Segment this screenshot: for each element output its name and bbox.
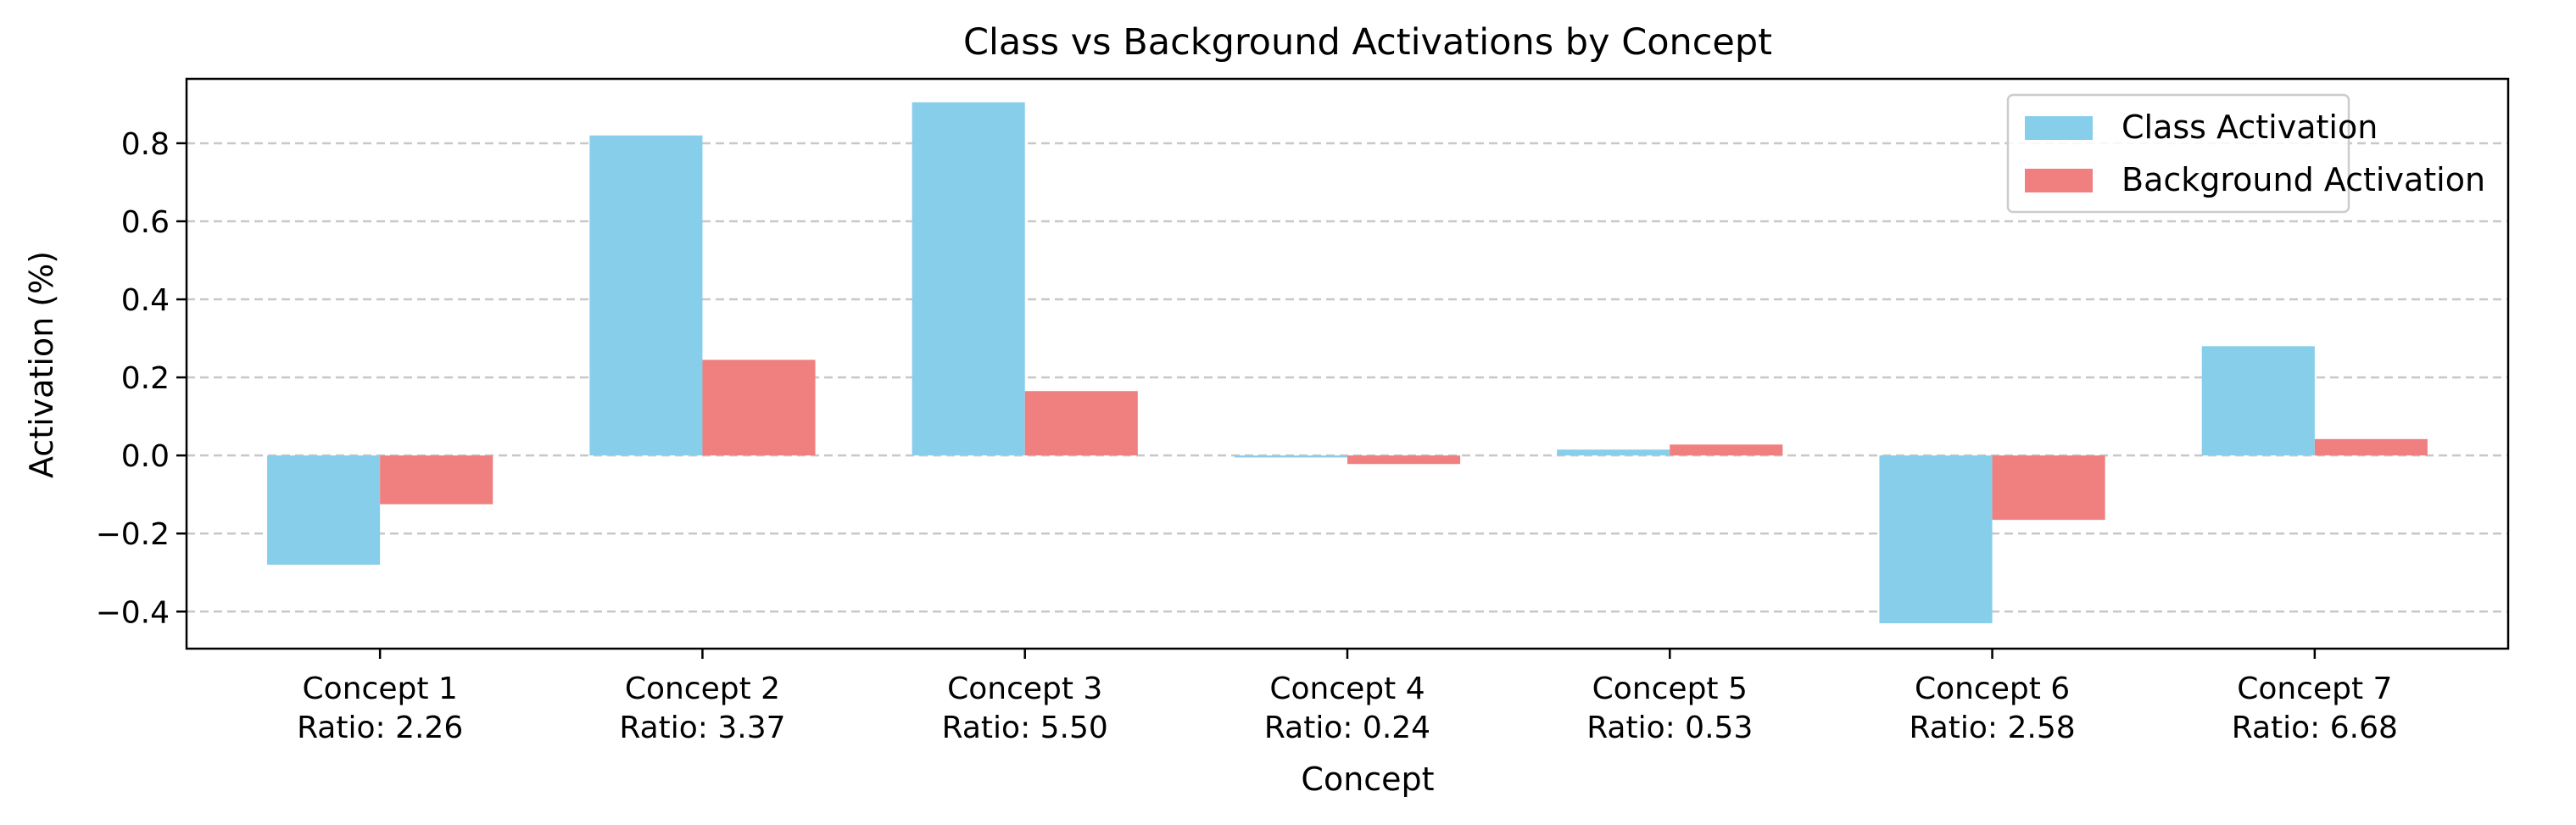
x-tick-label: Concept 6 [1915,672,2070,706]
chart-title: Class vs Background Activations by Conce… [963,21,1772,64]
class-activation-bar [1557,449,1670,456]
class-activation-bar [267,455,381,566]
y-tick-label: −0.4 [96,595,170,630]
y-axis-label: Activation (%) [23,251,60,478]
x-tick-label: Concept 4 [1269,672,1425,706]
class-activation-bar [912,102,1025,456]
x-tick-ratio-label: Ratio: 0.53 [1586,711,1753,745]
x-tick-ratio-label: Ratio: 6.68 [2232,711,2398,745]
x-tick-ratio-label: Ratio: 2.58 [1909,711,2075,745]
legend-label-class: Class Activation [2122,109,2378,146]
y-tick-label: −0.2 [96,517,170,552]
y-tick-label: 0.0 [121,439,170,474]
legend-box [2006,93,2350,214]
x-tick-label: Concept 7 [2237,672,2392,706]
class-activation-bar [589,135,703,456]
class-activation-bar [1234,455,1347,458]
background-activation-bar [1670,444,1783,456]
bars [267,102,2428,624]
axes: −0.4 −0.2 0.0 0.2 0.4 0.6 0.8 Concept 1 Ratio: 2… [96,77,2510,745]
x-tick-ratio-label: Ratio: 5.50 [942,711,1108,745]
background-activation-bar [2314,438,2428,456]
x-tick-label: Concept 1 [303,672,458,706]
y-tick-label: 0.8 [121,127,170,162]
y-tick-label: 0.4 [121,283,170,318]
legend-label-background: Background Activation [2122,161,2485,198]
grid-lines [187,142,2508,613]
legend-swatch-background [2025,169,2093,192]
x-tick-ratio-label: Ratio: 0.24 [1264,711,1430,745]
background-activation-bar [1992,455,2105,521]
legend-swatch-class [2025,116,2093,140]
x-tick-ratio-label: Ratio: 2.26 [297,711,463,745]
x-tick-label: Concept 2 [625,672,780,706]
background-activation-bar [1347,455,1461,465]
class-activation-bar [1879,455,1993,624]
y-tick-label: 0.6 [121,205,170,240]
background-activation-bar [380,455,493,504]
y-tick-label: 0.2 [121,361,170,396]
x-tick-ratio-label: Ratio: 3.37 [619,711,785,745]
background-activation-bar [1024,391,1138,456]
x-tick-label: Concept 5 [1592,672,1748,706]
background-activation-bar [702,360,816,456]
legend: Class Activation Background Activation [2006,93,2485,214]
x-tick-label: Concept 3 [947,672,1102,706]
class-activation-bar [2201,346,2315,456]
x-axis-label: Concept [1301,761,1434,798]
